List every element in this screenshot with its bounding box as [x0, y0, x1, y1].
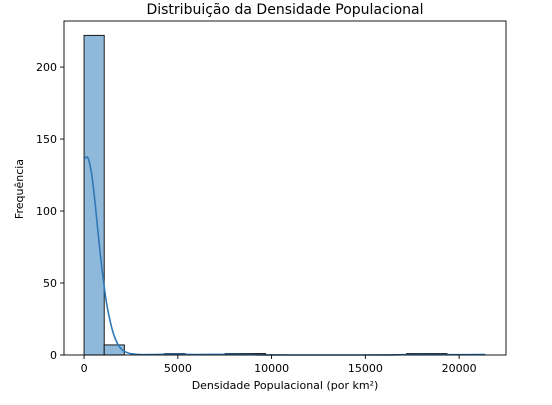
x-tick-label: 5000	[164, 362, 192, 375]
y-axis-ticks: 0 50 100 150 200	[36, 61, 64, 362]
x-axis-ticks: 0 5000 10000 15000 20000	[81, 355, 477, 375]
plot-frame	[63, 20, 507, 356]
y-axis-label: Frequência	[13, 159, 26, 219]
x-tick-label: 0	[81, 362, 88, 375]
y-tick-label: 200	[36, 61, 57, 74]
y-tick-label: 0	[50, 349, 57, 362]
y-tick-label: 50	[43, 277, 57, 290]
histogram-bars	[83, 34, 448, 356]
chart-title: Distribuição da Densidade Populacional	[146, 2, 423, 18]
kde-curve	[83, 156, 486, 356]
x-tick-label: 15000	[348, 362, 383, 375]
x-axis-label: Densidade Populacional (por km²)	[192, 379, 379, 392]
y-tick-label: 150	[36, 133, 57, 146]
x-tick-label: 20000	[442, 362, 477, 375]
x-tick-label: 10000	[254, 362, 289, 375]
y-tick-label: 100	[36, 205, 57, 218]
